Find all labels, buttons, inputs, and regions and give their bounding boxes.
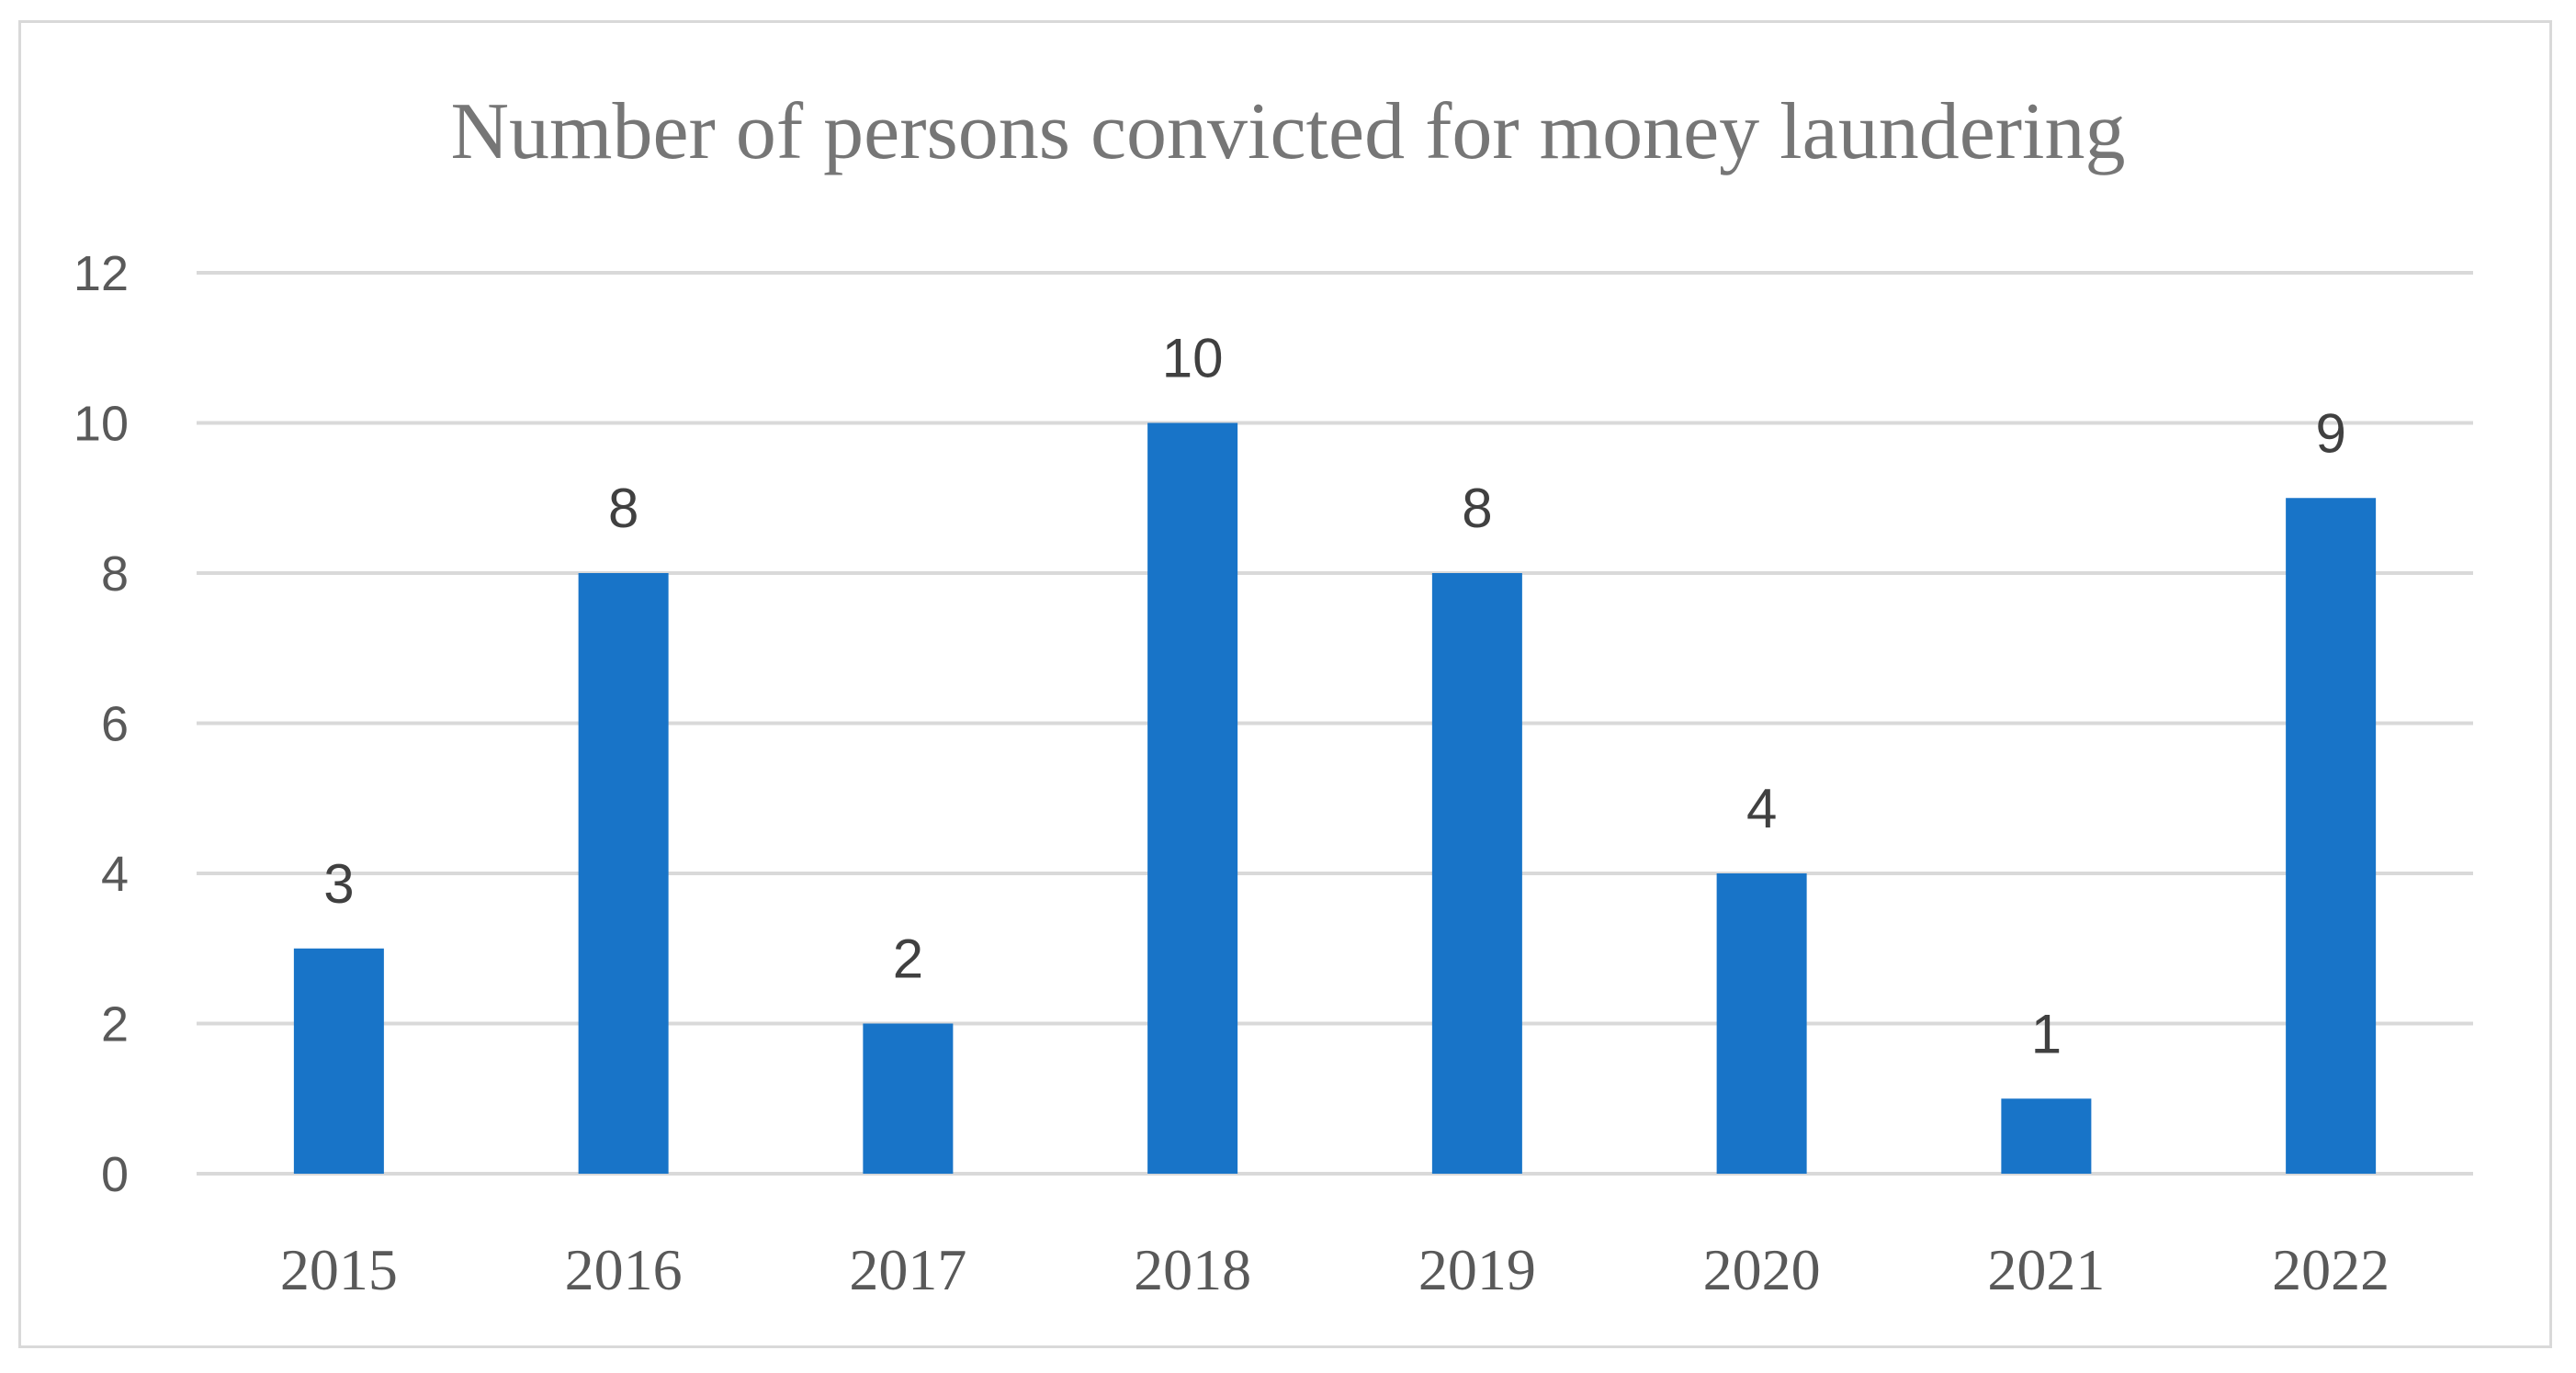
y-tick-label: 8 xyxy=(101,546,129,602)
y-tick-label: 10 xyxy=(73,397,129,452)
data-labels: 3 8 2 10 8 4 1 9 xyxy=(323,328,2346,1065)
x-tick-label: 2022 xyxy=(2272,1237,2390,1302)
x-tick-label: 2021 xyxy=(1987,1237,2105,1302)
chart-title: Number of persons convicted for money la… xyxy=(450,87,2125,176)
bar xyxy=(2286,498,2377,1174)
bar xyxy=(2001,1098,2092,1174)
data-label: 1 xyxy=(2031,1003,2062,1064)
data-label: 8 xyxy=(1462,478,1492,539)
data-label: 8 xyxy=(608,478,638,539)
x-tick-label: 2015 xyxy=(280,1237,398,1302)
x-axis-ticks: 2015 2016 2017 2018 2019 2020 2021 2022 xyxy=(280,1237,2390,1302)
bar xyxy=(293,948,384,1174)
y-tick-label: 0 xyxy=(101,1147,129,1202)
data-label: 9 xyxy=(2315,402,2345,464)
bars xyxy=(293,422,2377,1174)
bar xyxy=(578,573,669,1174)
bar xyxy=(863,1023,954,1174)
bar xyxy=(1716,873,1807,1174)
x-tick-label: 2016 xyxy=(565,1237,683,1302)
y-tick-label: 4 xyxy=(101,847,129,902)
y-tick-label: 12 xyxy=(73,246,129,301)
y-tick-label: 2 xyxy=(101,997,129,1052)
x-tick-label: 2019 xyxy=(1418,1237,1536,1302)
x-tick-label: 2018 xyxy=(1134,1237,1251,1302)
data-label: 4 xyxy=(1746,778,1777,839)
x-tick-label: 2017 xyxy=(849,1237,966,1302)
x-tick-label: 2020 xyxy=(1703,1237,1821,1302)
gridlines xyxy=(197,271,2473,1176)
data-label: 10 xyxy=(1162,328,1224,389)
data-label: 2 xyxy=(893,928,923,990)
y-axis-ticks: 0 2 4 6 8 10 12 xyxy=(73,246,129,1202)
y-tick-label: 6 xyxy=(101,697,129,752)
chart-frame xyxy=(18,20,2552,1348)
bar xyxy=(1147,422,1238,1174)
data-label: 3 xyxy=(323,853,354,915)
bar xyxy=(1431,573,1522,1174)
